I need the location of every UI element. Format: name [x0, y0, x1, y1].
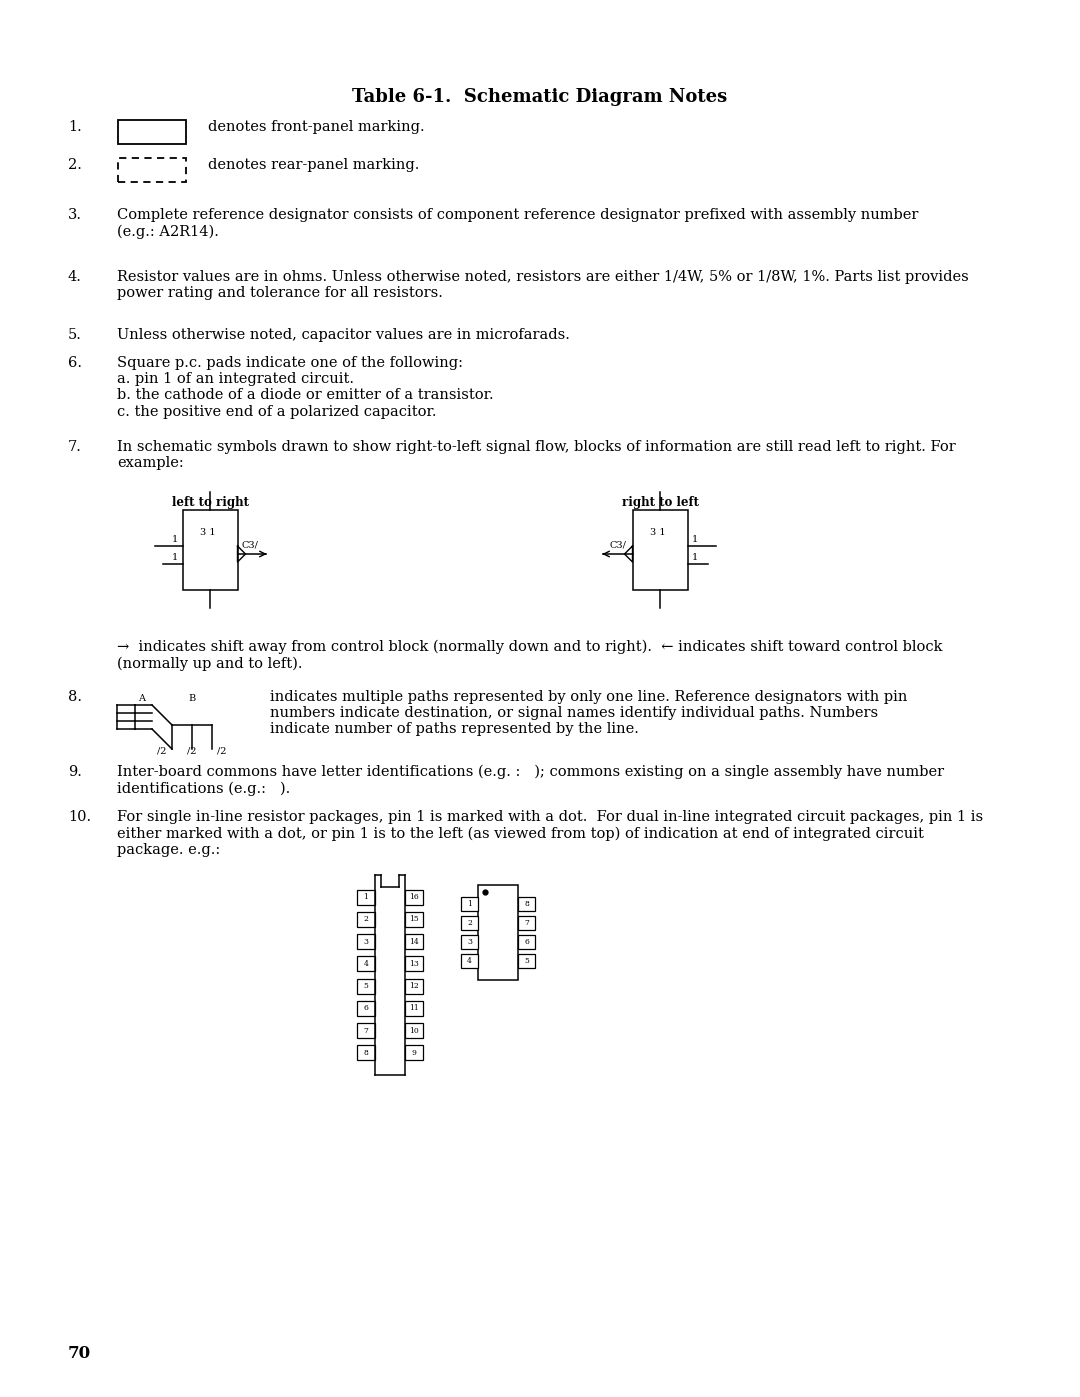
Bar	[357, 1045, 375, 1060]
Text: 5.: 5.	[68, 328, 82, 342]
Bar	[461, 954, 478, 968]
Bar	[357, 1023, 375, 1038]
Bar	[518, 897, 535, 911]
Text: 70: 70	[68, 1345, 91, 1362]
Text: C3/: C3/	[242, 541, 258, 550]
Text: 3: 3	[467, 937, 472, 946]
Text: 3.: 3.	[68, 208, 82, 222]
Bar	[357, 912, 375, 928]
Bar	[518, 916, 535, 930]
Text: 14: 14	[409, 937, 419, 946]
Bar	[118, 158, 186, 182]
Text: 16: 16	[409, 893, 419, 901]
Text: 10.: 10.	[68, 810, 91, 824]
Bar	[405, 1023, 423, 1038]
Text: 2: 2	[364, 915, 368, 923]
Bar	[357, 979, 375, 993]
Bar	[461, 935, 478, 949]
Text: /2: /2	[187, 747, 197, 756]
Bar	[478, 886, 518, 981]
Text: 4.: 4.	[68, 270, 82, 284]
Text: 13: 13	[409, 960, 419, 968]
Text: 3: 3	[364, 937, 368, 946]
Bar	[405, 912, 423, 928]
Bar	[357, 935, 375, 949]
Text: 1: 1	[172, 553, 178, 563]
Bar	[357, 890, 375, 905]
Text: Inter-board commons have letter identifications (e.g. :   ); commons existing on: Inter-board commons have letter identifi…	[117, 766, 944, 796]
Text: 4: 4	[364, 960, 368, 968]
Bar	[405, 957, 423, 971]
Text: In schematic symbols drawn to show right-to-left signal flow, blocks of informat: In schematic symbols drawn to show right…	[117, 440, 956, 471]
Text: 1: 1	[467, 900, 472, 908]
Text: denotes rear-panel marking.: denotes rear-panel marking.	[208, 158, 419, 172]
Text: Resistor values are in ohms. Unless otherwise noted, resistors are either 1/4W, : Resistor values are in ohms. Unless othe…	[117, 270, 969, 300]
Text: 1.: 1.	[68, 120, 82, 134]
Text: →  indicates shift away from control block (normally down and to right).  ← indi: → indicates shift away from control bloc…	[117, 640, 943, 671]
Text: 1: 1	[691, 553, 698, 563]
Bar	[118, 120, 186, 144]
Bar	[633, 510, 688, 590]
Text: 9.: 9.	[68, 766, 82, 780]
Bar	[405, 1000, 423, 1016]
Text: Complete reference designator consists of component reference designator prefixe: Complete reference designator consists o…	[117, 208, 918, 239]
Text: B: B	[188, 694, 195, 703]
Text: Table 6-1.  Schematic Diagram Notes: Table 6-1. Schematic Diagram Notes	[352, 88, 728, 106]
Text: /2: /2	[158, 747, 166, 756]
Text: Unless otherwise noted, capacitor values are in microfarads.: Unless otherwise noted, capacitor values…	[117, 328, 570, 342]
Text: 8: 8	[524, 900, 529, 908]
Text: C3/: C3/	[609, 541, 626, 550]
Text: For single in-line resistor packages, pin 1 is marked with a dot.  For dual in-l: For single in-line resistor packages, pi…	[117, 810, 983, 856]
Bar	[183, 510, 238, 590]
Bar	[405, 890, 423, 905]
Bar	[357, 1000, 375, 1016]
Text: indicates multiple paths represented by only one line. Reference designators wit: indicates multiple paths represented by …	[270, 690, 907, 736]
Bar	[405, 979, 423, 993]
Bar	[518, 954, 535, 968]
Bar	[518, 935, 535, 949]
Bar	[405, 1045, 423, 1060]
Text: 7.: 7.	[68, 440, 82, 454]
Bar	[461, 916, 478, 930]
Text: left to right: left to right	[172, 496, 248, 509]
Text: 2.: 2.	[68, 158, 82, 172]
Text: 7: 7	[524, 919, 529, 928]
Text: /2: /2	[217, 747, 227, 756]
Bar	[405, 935, 423, 949]
Text: 7: 7	[364, 1027, 368, 1035]
Text: 6.: 6.	[68, 356, 82, 370]
Text: 1: 1	[364, 893, 368, 901]
Text: denotes front-panel marking.: denotes front-panel marking.	[208, 120, 424, 134]
Text: 12: 12	[409, 982, 419, 990]
Text: 5: 5	[364, 982, 368, 990]
Text: 9: 9	[411, 1049, 417, 1056]
Text: 3 1: 3 1	[650, 528, 665, 536]
Text: Square p.c. pads indicate one of the following:
a. pin 1 of an integrated circui: Square p.c. pads indicate one of the fol…	[117, 356, 494, 419]
Bar	[357, 957, 375, 971]
Text: 3 1: 3 1	[200, 528, 216, 536]
Text: 10: 10	[409, 1027, 419, 1035]
Text: 4: 4	[467, 957, 472, 965]
Text: 2: 2	[467, 919, 472, 928]
Text: 8.: 8.	[68, 690, 82, 704]
Text: 15: 15	[409, 915, 419, 923]
Text: 11: 11	[409, 1004, 419, 1013]
Text: 5: 5	[524, 957, 529, 965]
Text: 6: 6	[364, 1004, 368, 1013]
Text: 6: 6	[524, 937, 529, 946]
Text: 1: 1	[172, 535, 178, 543]
Bar	[461, 897, 478, 911]
Text: A: A	[138, 694, 146, 703]
Text: 8: 8	[364, 1049, 368, 1056]
Text: 1: 1	[691, 535, 698, 543]
Text: right to left: right to left	[621, 496, 699, 509]
